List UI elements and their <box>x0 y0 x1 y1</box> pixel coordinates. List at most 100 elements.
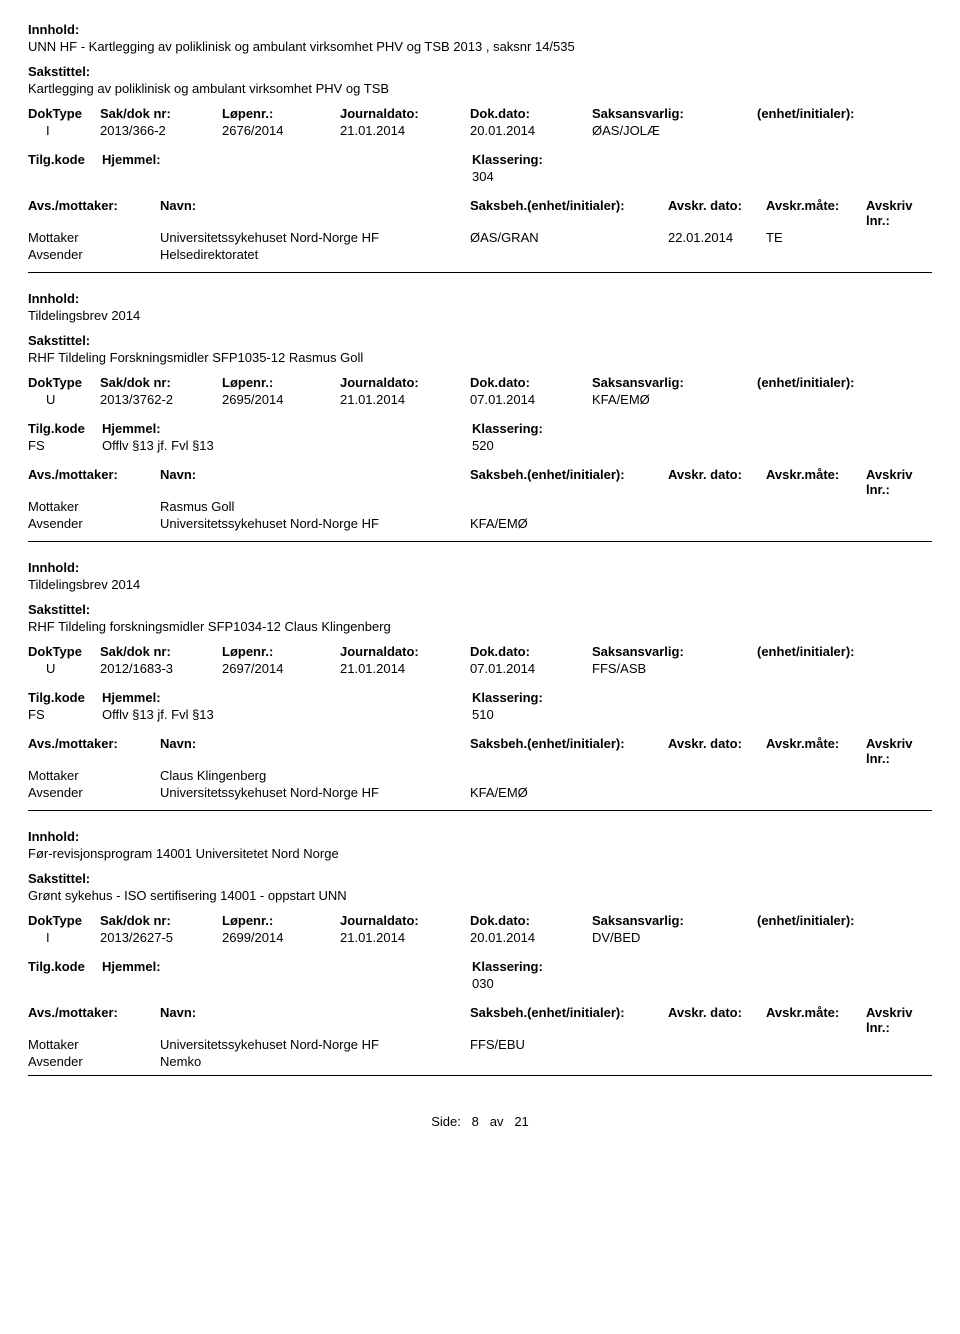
journal-record: Innhold:Tildelingsbrev 2014Sakstittel:RH… <box>28 291 932 531</box>
cell-journaldato: 21.01.2014 <box>340 930 470 945</box>
col-header: (enhet/initialer): <box>757 106 932 121</box>
party-cell <box>866 499 932 514</box>
party-col-header: Saksbeh.(enhet/initialer): <box>470 736 668 766</box>
footer-av: av <box>490 1114 504 1129</box>
party-cell: KFA/EMØ <box>470 516 668 531</box>
innhold-value: UNN HF - Kartlegging av poliklinisk og a… <box>28 39 932 54</box>
col-header: Dok.dato: <box>470 913 592 928</box>
col-header: (enhet/initialer): <box>757 644 932 659</box>
party-col-header: Navn: <box>160 1005 470 1035</box>
party-row: MottakerUniversitetssykehuset Nord-Norge… <box>28 1037 932 1052</box>
party-cell: FFS/EBU <box>470 1037 668 1052</box>
party-cell: Mottaker <box>28 230 160 245</box>
hjemmel-label: Hjemmel: <box>102 690 472 705</box>
col-header: (enhet/initialer): <box>757 913 932 928</box>
party-header-row: Avs./mottaker:Navn:Saksbeh.(enhet/initia… <box>28 736 932 766</box>
klassering-value: 510 <box>472 707 494 722</box>
party-cell <box>668 499 766 514</box>
tilg-value-row: 304 <box>28 169 932 184</box>
party-header-row: Avs./mottaker:Navn:Saksbeh.(enhet/initia… <box>28 467 932 497</box>
tilg-header-row: Tilg.kodeHjemmel:Klassering: <box>28 152 932 167</box>
party-cell <box>668 768 766 783</box>
sakstittel-label: Sakstittel: <box>28 64 932 79</box>
cell-saksansvarlig: DV/BED <box>592 930 757 945</box>
party-cell: Avsender <box>28 516 160 531</box>
col-header: Løpenr.: <box>222 644 340 659</box>
party-header-row: Avs./mottaker:Navn:Saksbeh.(enhet/initia… <box>28 198 932 228</box>
cell-dokdato: 20.01.2014 <box>470 930 592 945</box>
col-header: DokType <box>28 644 100 659</box>
hjemmel-label: Hjemmel: <box>102 421 472 436</box>
party-cell: Helsedirektoratet <box>160 247 470 262</box>
party-cell: 22.01.2014 <box>668 230 766 245</box>
party-col-header: Navn: <box>160 736 470 766</box>
innhold-label: Innhold: <box>28 560 932 575</box>
party-cell <box>766 499 866 514</box>
tilgkode-label: Tilg.kode <box>28 959 102 974</box>
party-header-row: Avs./mottaker:Navn:Saksbeh.(enhet/initia… <box>28 1005 932 1035</box>
hjemmel-label: Hjemmel: <box>102 959 472 974</box>
sakstittel-value: Kartlegging av poliklinisk og ambulant v… <box>28 81 932 96</box>
klassering-value: 520 <box>472 438 494 453</box>
party-cell <box>668 1054 766 1069</box>
col-header: DokType <box>28 375 100 390</box>
party-cell <box>470 247 668 262</box>
party-col-header: Avskr. dato: <box>668 467 766 497</box>
party-cell: TE <box>766 230 866 245</box>
col-header: Journaldato: <box>340 375 470 390</box>
cell-saksansvarlig: FFS/ASB <box>592 661 757 676</box>
cell-enhet <box>757 930 932 945</box>
footer-total: 21 <box>514 1114 528 1129</box>
col-header: Løpenr.: <box>222 375 340 390</box>
party-cell: Mottaker <box>28 768 160 783</box>
doc-data-row: I2013/366-22676/201421.01.201420.01.2014… <box>28 123 932 138</box>
tilg-value-row: FSOfflv §13 jf. Fvl §13510 <box>28 707 932 722</box>
doc-data-row: U2013/3762-22695/201421.01.201407.01.201… <box>28 392 932 407</box>
sakstittel-label: Sakstittel: <box>28 602 932 617</box>
cell-doktype: U <box>28 661 100 676</box>
party-cell <box>668 247 766 262</box>
party-cell <box>470 499 668 514</box>
col-header: Journaldato: <box>340 644 470 659</box>
cell-doktype: U <box>28 392 100 407</box>
innhold-value: Tildelingsbrev 2014 <box>28 577 932 592</box>
innhold-value: Tildelingsbrev 2014 <box>28 308 932 323</box>
cell-saksansvarlig: ØAS/JOLÆ <box>592 123 757 138</box>
party-col-header: Avskr.måte: <box>766 736 866 766</box>
tilg-value-row: FSOfflv §13 jf. Fvl §13520 <box>28 438 932 453</box>
tilg-header-row: Tilg.kodeHjemmel:Klassering: <box>28 690 932 705</box>
tilgkode-value: FS <box>28 438 102 453</box>
tilgkode-value: FS <box>28 707 102 722</box>
party-col-header: Avs./mottaker: <box>28 467 160 497</box>
party-cell <box>866 230 932 245</box>
col-header: Journaldato: <box>340 913 470 928</box>
party-row: AvsenderUniversitetssykehuset Nord-Norge… <box>28 516 932 531</box>
party-cell: Avsender <box>28 785 160 800</box>
cell-journaldato: 21.01.2014 <box>340 392 470 407</box>
doc-columns-header: DokTypeSak/dok nr:Løpenr.:Journaldato:Do… <box>28 644 932 659</box>
col-header: Saksansvarlig: <box>592 913 757 928</box>
tilgkode-label: Tilg.kode <box>28 690 102 705</box>
party-cell <box>668 1037 766 1052</box>
klassering-value: 304 <box>472 169 494 184</box>
col-header: DokType <box>28 106 100 121</box>
cell-saknr: 2013/366-2 <box>100 123 222 138</box>
cell-lopenr: 2699/2014 <box>222 930 340 945</box>
footer-page: 8 <box>472 1114 479 1129</box>
party-col-header: Avskr. dato: <box>668 1005 766 1035</box>
party-col-header: Avskr.måte: <box>766 198 866 228</box>
sakstittel-value: RHF Tildeling forskningsmidler SFP1034-1… <box>28 619 932 634</box>
tilgkode-label: Tilg.kode <box>28 152 102 167</box>
col-header: Dok.dato: <box>470 644 592 659</box>
doc-columns-header: DokTypeSak/dok nr:Løpenr.:Journaldato:Do… <box>28 375 932 390</box>
col-header: Løpenr.: <box>222 913 340 928</box>
hjemmel-value: Offlv §13 jf. Fvl §13 <box>102 707 472 722</box>
party-cell: Universitetssykehuset Nord-Norge HF <box>160 1037 470 1052</box>
party-col-header: Avskr.måte: <box>766 1005 866 1035</box>
party-col-header: Avs./mottaker: <box>28 198 160 228</box>
party-cell: Avsender <box>28 247 160 262</box>
party-col-header: Navn: <box>160 467 470 497</box>
tilgkode-label: Tilg.kode <box>28 421 102 436</box>
party-row: AvsenderHelsedirektoratet <box>28 247 932 262</box>
party-cell <box>866 247 932 262</box>
